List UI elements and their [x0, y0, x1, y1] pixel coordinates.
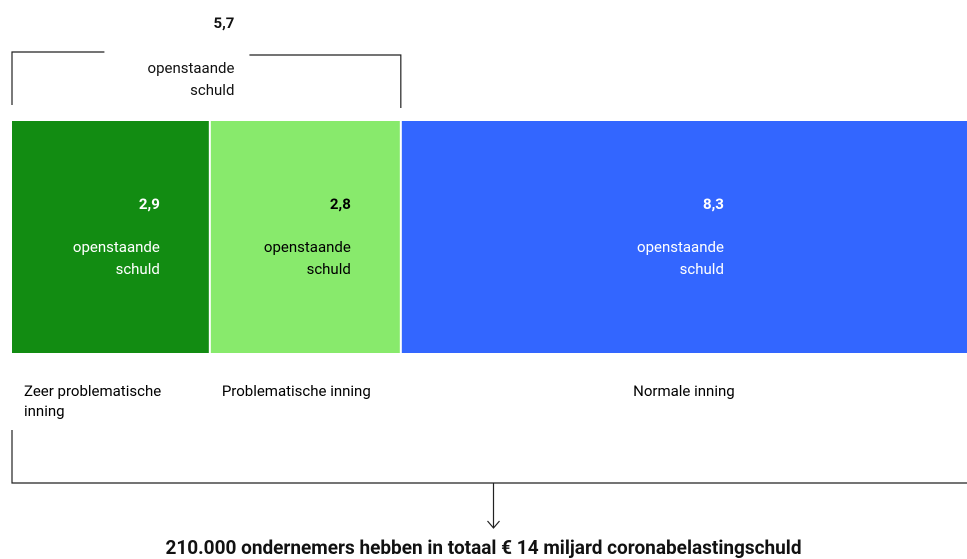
segment-unit: openstaande schuld [637, 238, 724, 278]
bracket-value: 5,7 [213, 14, 235, 32]
segment [401, 121, 967, 353]
total-bracket [11, 430, 967, 484]
category-label: Zeer problematische inning [24, 382, 162, 420]
segment [210, 121, 400, 353]
category-label: Problematische inning [221, 382, 371, 400]
footnote: 210.000 ondernemers hebben in totaal € 1… [165, 536, 802, 559]
segment-value: 2,9 [138, 195, 160, 213]
segment [12, 121, 209, 353]
arrow [487, 483, 500, 529]
category-label: Normale inning [633, 382, 735, 400]
segment-value: 8,3 [703, 195, 724, 213]
segment-value: 2,8 [329, 195, 351, 213]
segment-unit: openstaande schuld [72, 238, 160, 278]
bracket-unit: openstaande schuld [147, 59, 235, 99]
bracket [11, 51, 402, 108]
segment-unit: openstaande schuld [263, 238, 351, 278]
